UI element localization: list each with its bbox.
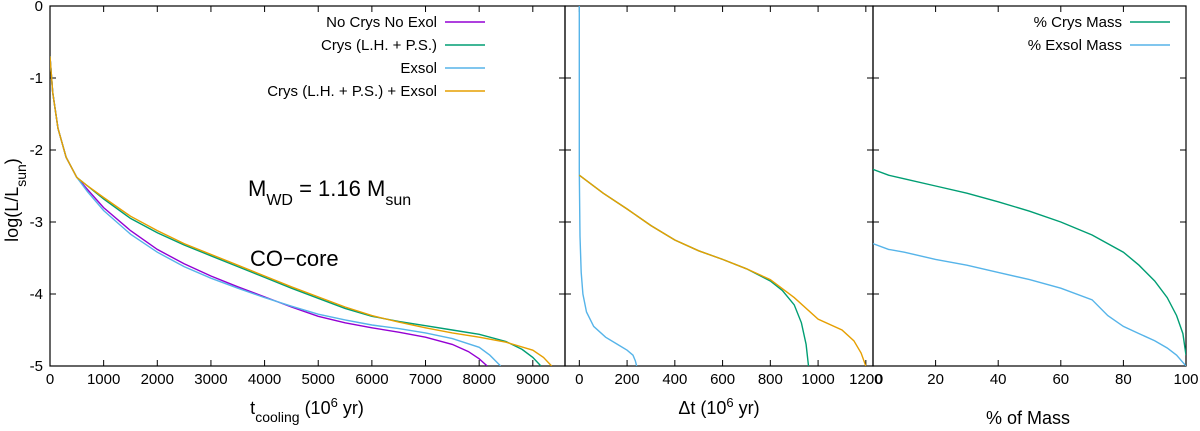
x-tick-label: 7000 xyxy=(409,371,442,388)
x-tick-label: 5000 xyxy=(302,371,335,388)
y-tick-label: -1 xyxy=(30,70,43,87)
x-tick-label: 400 xyxy=(662,371,687,388)
y-tick-label: -2 xyxy=(30,142,43,159)
legend-label: Exsol xyxy=(400,60,437,77)
series-line-1 xyxy=(578,6,638,366)
chart-panel-2: 0 200 400 600 800 1000 1200 xyxy=(564,5,883,388)
x-tick-label: 20 xyxy=(927,371,944,388)
x-tick-label: 800 xyxy=(758,371,783,388)
x-tick-label: 100 xyxy=(1173,371,1198,388)
mass-annotation: MWD = 1.16 Msun xyxy=(248,176,411,209)
x-tick-label: 600 xyxy=(710,371,735,388)
x-tick-label: 1200 xyxy=(849,371,882,388)
series-line-2 xyxy=(578,174,810,366)
series-line-2 xyxy=(873,242,1186,366)
y-tick-label: -3 xyxy=(30,214,43,231)
legend-label: Crys (L.H. + P.S.) xyxy=(321,37,437,54)
x-tick-label: 1000 xyxy=(801,371,834,388)
y-tick-label: -4 xyxy=(30,286,43,303)
y-tick-label: -5 xyxy=(30,358,43,375)
legend-label: % Crys Mass xyxy=(1034,14,1122,31)
legend-label: Crys (L.H. + P.S.) + Exsol xyxy=(267,83,437,100)
x-tick-label: 40 xyxy=(990,371,1007,388)
x-axis-label-2: Δt (106 yr) xyxy=(678,395,759,419)
x-tick-label: 0 xyxy=(875,371,883,388)
x-tick-label: 80 xyxy=(1115,371,1132,388)
x-axis-label-1: tcooling (106 yr) xyxy=(250,395,364,426)
x-tick-label: 0 xyxy=(46,371,54,388)
series-line-1 xyxy=(873,168,1186,356)
series-line-4 xyxy=(50,56,553,366)
chart-panel-3: 20 40 60 80 100 0 % Crys Mass % Exsol Mass xyxy=(872,5,1199,388)
legend-label: No Crys No Exol xyxy=(326,14,437,31)
x-tick-label: 3000 xyxy=(194,371,227,388)
x-tick-label: 8000 xyxy=(462,371,495,388)
x-tick-label: 0 xyxy=(575,371,583,388)
core-annotation: CO−core xyxy=(250,246,339,271)
series-line-3 xyxy=(578,174,867,366)
x-axis-label-3: % of Mass xyxy=(986,408,1070,428)
series-line-1 xyxy=(50,56,488,366)
x-tick-label: 6000 xyxy=(355,371,388,388)
chart-panel-1: 0 1000 2000 3000 4000 5000 6000 7000 8000 9000 0 -1… xyxy=(30,0,566,388)
y-tick-label: 0 xyxy=(35,0,43,15)
x-tick-label: 200 xyxy=(615,371,640,388)
x-tick-label: 60 xyxy=(1052,371,1069,388)
x-tick-label: 4000 xyxy=(248,371,281,388)
plot-frame xyxy=(564,5,874,367)
plot-frame xyxy=(872,5,1187,367)
x-tick-label: 9000 xyxy=(516,371,549,388)
legend-label: % Exsol Mass xyxy=(1028,37,1122,54)
y-axis-label: log(L/Lsun) xyxy=(2,158,29,242)
x-tick-label: 1000 xyxy=(87,371,120,388)
series-line-3 xyxy=(50,56,502,366)
x-tick-label: 2000 xyxy=(141,371,174,388)
